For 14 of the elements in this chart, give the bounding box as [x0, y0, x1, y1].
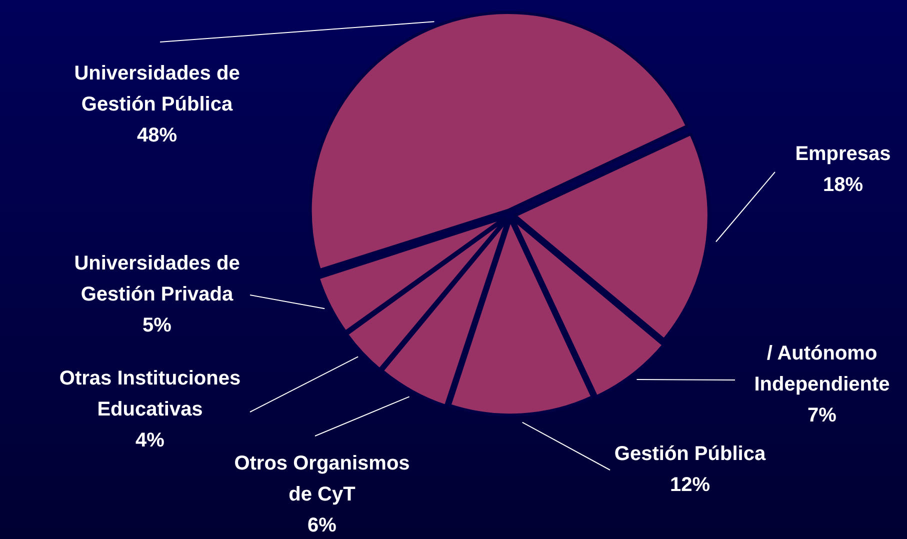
slice-label: Universidades de Gestión Privada [74, 252, 240, 306]
data-label: 4% [136, 430, 165, 452]
data-label: 12% [670, 474, 710, 496]
slice-label: Gestión Pública [614, 443, 766, 466]
slice-label: Universidades de Gestión Pública [74, 62, 240, 116]
slice-label: / Autónomo Independiente [754, 342, 890, 396]
data-label: 6% [308, 514, 337, 537]
data-label: 5% [142, 314, 172, 337]
slice-label: Empresas [795, 143, 891, 166]
data-label: 7% [808, 404, 837, 427]
data-label: 48% [136, 124, 178, 147]
slice-label: Otras Instituciones Educativas [59, 368, 241, 421]
data-label: 18% [822, 174, 864, 196]
slice-label: Otros Organismos de CyT [234, 452, 410, 506]
